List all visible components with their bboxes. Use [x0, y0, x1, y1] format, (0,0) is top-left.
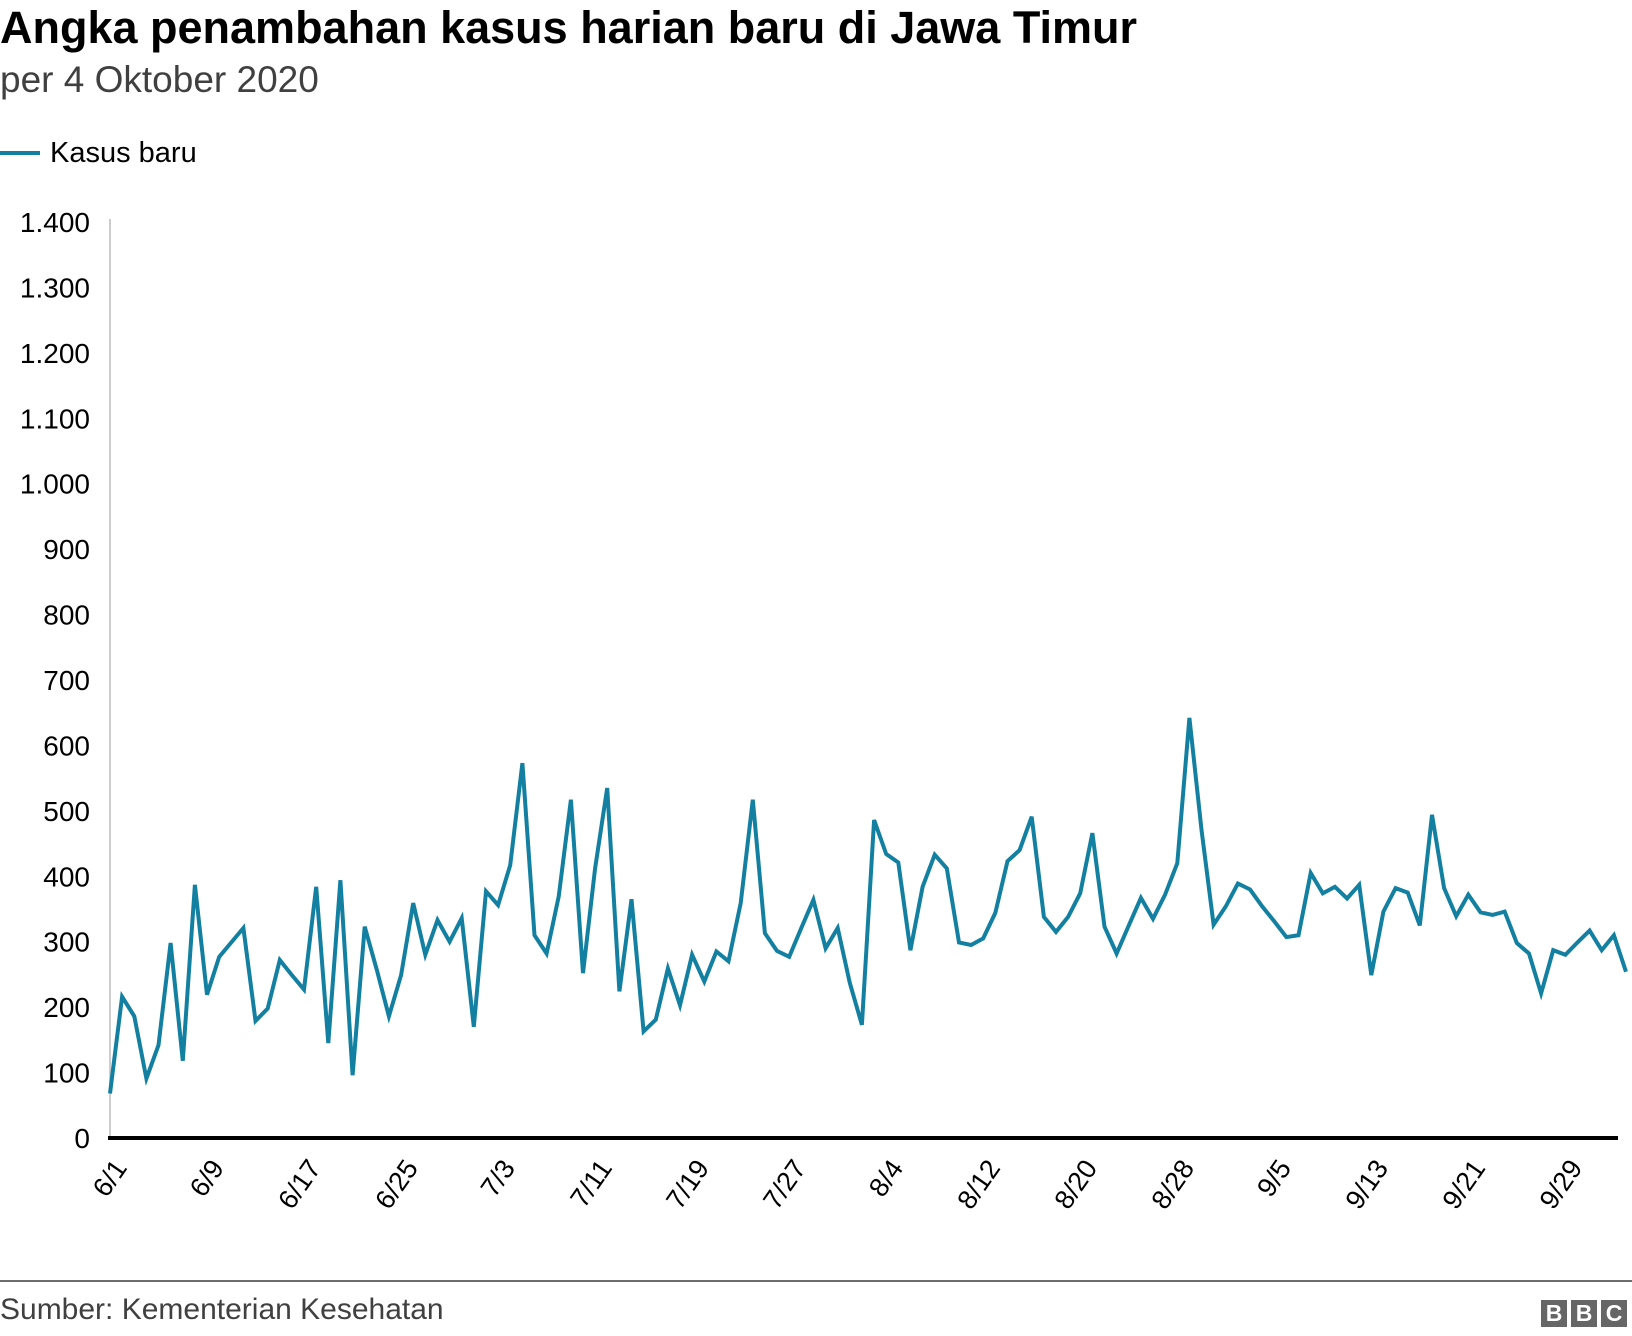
y-tick-label: 1.400	[20, 207, 90, 238]
y-tick-label: 0	[74, 1123, 90, 1154]
y-tick-label: 600	[43, 730, 90, 761]
y-tick-label: 100	[43, 1058, 90, 1089]
x-tick-label: 8/20	[1048, 1154, 1103, 1214]
y-tick-label: 900	[43, 534, 90, 565]
x-tick-label: 6/1	[87, 1154, 133, 1202]
y-tick-label: 800	[43, 600, 90, 631]
y-tick-label: 1.100	[20, 403, 90, 434]
bbc-logo-letter-b2: B	[1571, 1300, 1597, 1327]
x-tick-label: 7/3	[475, 1154, 521, 1202]
x-tick-label: 6/25	[369, 1154, 424, 1214]
footer-divider	[0, 1280, 1632, 1282]
y-tick-label: 700	[43, 665, 90, 696]
chart-subtitle: per 4 Oktober 2020	[0, 59, 319, 100]
bbc-logo: B B C	[1541, 1300, 1627, 1327]
line-chart: 0 100 200 300 400 500 600 700 800 900 1.000 1.100 1.…	[20, 207, 1628, 1214]
x-tick-label: 8/4	[863, 1154, 909, 1202]
bbc-logo-letter-b1: B	[1541, 1300, 1567, 1327]
x-tick-label: 9/13	[1340, 1154, 1395, 1214]
x-tick-label: 9/21	[1437, 1154, 1492, 1214]
y-tick-label: 1.000	[20, 469, 90, 500]
x-tick-label: 7/19	[660, 1154, 715, 1214]
x-tick-label: 6/9	[184, 1154, 230, 1202]
chart-title: Angka penambahan kasus harian baru di Ja…	[0, 2, 1138, 53]
legend-line-swatch-icon	[0, 151, 40, 155]
y-axis-tick-labels: 0 100 200 300 400 500 600 700 800 900 1.000 1.100 1.…	[20, 207, 90, 1154]
y-tick-label: 1.200	[20, 338, 90, 369]
x-tick-label: 9/29	[1534, 1154, 1589, 1214]
x-tick-label: 9/5	[1251, 1154, 1297, 1202]
y-tick-label: 200	[43, 992, 90, 1023]
x-axis-tick-labels: 6/1 6/9 6/17 6/25 7/3 7/11 7/19 7/27 8/4 8/12 8/20…	[87, 1154, 1588, 1214]
y-tick-label: 1.300	[20, 272, 90, 303]
series-line-kasus-baru	[108, 717, 1628, 1094]
x-tick-label: 7/27	[757, 1154, 812, 1214]
x-tick-label: 8/12	[951, 1154, 1006, 1214]
x-tick-label: 8/28	[1145, 1154, 1200, 1214]
y-tick-label: 300	[43, 927, 90, 958]
legend: Kasus baru	[0, 134, 197, 172]
y-tick-label: 500	[43, 796, 90, 827]
x-tick-label: 6/17	[272, 1154, 327, 1214]
source-note: Sumber: Kementerian Kesehatan	[0, 1293, 444, 1326]
bbc-logo-letter-c: C	[1601, 1300, 1627, 1327]
x-tick-label: 7/11	[564, 1154, 618, 1213]
y-tick-label: 400	[43, 861, 90, 892]
legend-label: Kasus baru	[50, 137, 197, 169]
